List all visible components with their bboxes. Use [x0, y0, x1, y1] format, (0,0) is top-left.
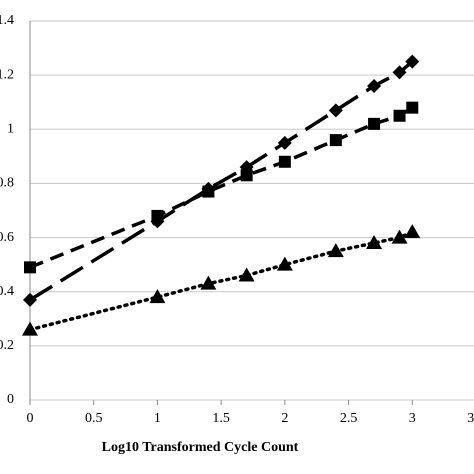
point [392, 65, 407, 80]
x-tick-label: 0 [27, 411, 34, 426]
point [202, 185, 215, 198]
y-tick-label: 0.4 [0, 284, 14, 299]
series-line [28, 230, 415, 332]
point [367, 78, 382, 93]
x-axis-label: Log10 Transformed Cycle Count [102, 440, 299, 455]
point [393, 109, 406, 122]
y-tick-label: 0.8 [0, 176, 14, 191]
x-tick-label: 1.5 [212, 411, 230, 426]
point [240, 169, 253, 182]
y-tick-label: 0.2 [0, 338, 14, 353]
point [24, 261, 36, 274]
point [276, 256, 293, 271]
y-tick-label: 0 [7, 392, 14, 407]
x-tick-label: 3.5 [467, 411, 474, 426]
y-tick-label: 1.4 [0, 13, 14, 28]
point [368, 117, 381, 130]
series-line [29, 60, 414, 302]
point [406, 101, 419, 114]
point [278, 155, 291, 168]
point [391, 229, 408, 244]
point [23, 292, 37, 307]
point [151, 209, 164, 222]
point [405, 54, 420, 69]
x-tick-label: 2 [281, 411, 288, 426]
y-tick-label: 0.6 [0, 230, 14, 245]
point [328, 103, 343, 118]
point [329, 134, 342, 147]
x-tick-label: 0.5 [85, 411, 103, 426]
x-tick-label: 2.5 [340, 411, 358, 426]
x-tick-label: 1 [154, 411, 161, 426]
y-tick-label: 1.2 [0, 67, 14, 82]
point [238, 267, 255, 282]
y-tick-label: 1 [7, 122, 14, 137]
point [404, 224, 421, 239]
point [200, 275, 217, 290]
point [366, 234, 383, 249]
point [327, 243, 344, 258]
point [22, 321, 38, 336]
x-tick-label: 3 [409, 411, 416, 426]
series-line [29, 106, 414, 269]
point [277, 135, 292, 150]
point [149, 289, 166, 304]
